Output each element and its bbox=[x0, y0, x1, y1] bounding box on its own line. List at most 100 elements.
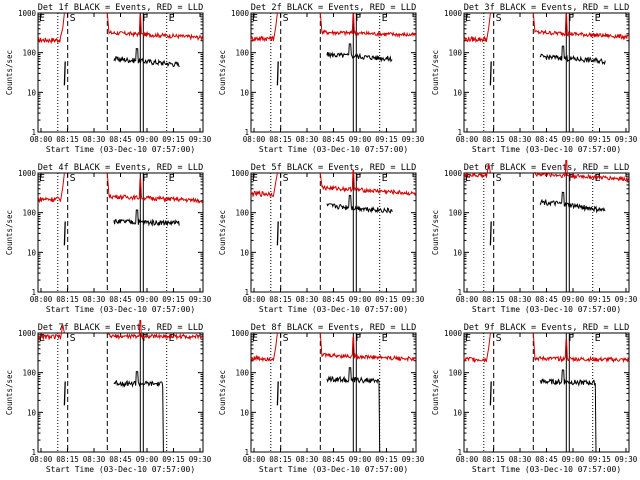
marker-label: E bbox=[169, 173, 175, 184]
chart-panel-6: Det 6f BLACK = Events, RED = LLD 1 10 100 10… bbox=[431, 160, 638, 314]
x-tick-label: 09:30 bbox=[189, 135, 212, 144]
y-tick-label: 1000 bbox=[18, 329, 37, 338]
x-tick-label: 09:15 bbox=[375, 135, 398, 144]
x-tick-label: 08:15 bbox=[56, 135, 79, 144]
x-tick-label: 08:30 bbox=[509, 455, 532, 464]
y-tick-label: 10 bbox=[27, 248, 37, 257]
plot-frame bbox=[463, 12, 630, 133]
marker-label: E bbox=[465, 173, 471, 184]
marker-label: S bbox=[70, 173, 76, 184]
x-tick-label: 08:30 bbox=[509, 295, 532, 304]
plot-frame bbox=[37, 12, 204, 133]
x-axis-label: Start Time (03-Dec-10 07:57:00) bbox=[259, 465, 408, 474]
y-tick-label: 1000 bbox=[444, 169, 463, 178]
x-tick-label: 08:30 bbox=[296, 135, 319, 144]
x-tick-label: 08:30 bbox=[509, 135, 532, 144]
x-tick-label: 09:30 bbox=[402, 455, 425, 464]
y-axis-label: Counts/sec bbox=[5, 210, 14, 255]
marker-label: F bbox=[142, 173, 148, 184]
events-spike bbox=[276, 61, 279, 86]
events-series-line bbox=[539, 369, 597, 453]
marker-label: S bbox=[283, 173, 289, 184]
y-tick-label: 1000 bbox=[18, 9, 37, 18]
lld-series-line bbox=[319, 12, 417, 39]
x-tick-label: 08:45 bbox=[322, 135, 345, 144]
chart-panel-9: Det 9f BLACK = Events, RED = LLD 1 10 100 10… bbox=[431, 323, 638, 474]
marker-label: E bbox=[252, 333, 258, 344]
x-tick-label: 08:00 bbox=[30, 135, 53, 144]
lld-series-line bbox=[532, 332, 630, 364]
chart-title: Det 9f BLACK = Events, RED = LLD bbox=[464, 323, 630, 333]
plot-frame bbox=[463, 172, 630, 293]
y-tick-label: 1 bbox=[457, 288, 462, 297]
x-axis-label: Start Time (03-Dec-10 07:57:00) bbox=[46, 305, 195, 314]
y-tick-label: 1 bbox=[31, 128, 36, 137]
chart-panel-2: Det 2f BLACK = Events, RED = LLD 1 10 100 10… bbox=[218, 3, 425, 154]
lld-series-line bbox=[250, 332, 278, 363]
chart-title: Det 7f BLACK = Events, RED = LLD bbox=[38, 323, 204, 333]
y-tick-label: 10 bbox=[27, 88, 37, 97]
x-tick-label: 08:00 bbox=[456, 455, 479, 464]
y-tick-label: 1000 bbox=[231, 9, 250, 18]
lld-series-line bbox=[250, 172, 278, 198]
x-tick-label: 08:00 bbox=[243, 295, 266, 304]
y-axis-label: Counts/sec bbox=[5, 50, 14, 95]
marker-label: F bbox=[142, 333, 148, 344]
x-tick-label: 09:30 bbox=[615, 135, 638, 144]
chart-title: Det 2f BLACK = Events, RED = LLD bbox=[251, 3, 417, 13]
x-tick-label: 09:30 bbox=[615, 455, 638, 464]
y-tick-label: 1 bbox=[31, 448, 36, 457]
marker-label: E bbox=[465, 13, 471, 24]
x-axis-label: Start Time (03-Dec-10 07:57:00) bbox=[472, 145, 621, 154]
x-tick-label: 09:15 bbox=[375, 455, 398, 464]
y-tick-label: 100 bbox=[22, 209, 36, 218]
chart-panel-7: Det 7f BLACK = Events, RED = LLD 1 10 100 10… bbox=[5, 320, 212, 474]
marker-label: F bbox=[355, 173, 361, 184]
lld-series-line bbox=[37, 12, 65, 45]
marker-label: S bbox=[496, 173, 502, 184]
x-tick-label: 08:30 bbox=[83, 135, 106, 144]
x-tick-label: 08:30 bbox=[296, 295, 319, 304]
x-tick-label: 08:00 bbox=[30, 295, 53, 304]
events-series-line bbox=[113, 209, 180, 227]
lld-series-line bbox=[106, 12, 204, 42]
y-tick-label: 1000 bbox=[444, 9, 463, 18]
y-axis-label: Counts/sec bbox=[218, 50, 227, 95]
x-tick-label: 09:00 bbox=[349, 455, 372, 464]
marker-label: F bbox=[355, 333, 361, 344]
x-tick-label: 08:45 bbox=[535, 455, 558, 464]
lld-series-line bbox=[106, 172, 204, 205]
x-tick-label: 08:15 bbox=[269, 295, 292, 304]
lld-series-line bbox=[37, 172, 65, 204]
marker-label: E bbox=[169, 13, 175, 24]
marker-label: S bbox=[496, 13, 502, 24]
lld-series-line bbox=[37, 324, 65, 342]
y-tick-label: 100 bbox=[448, 369, 462, 378]
chart-panel-3: Det 3f BLACK = Events, RED = LLD 1 10 100 10… bbox=[431, 3, 638, 154]
marker-label: S bbox=[283, 333, 289, 344]
lld-series-line bbox=[463, 332, 491, 363]
y-tick-label: 100 bbox=[235, 49, 249, 58]
x-tick-label: 08:45 bbox=[322, 455, 345, 464]
marker-label: F bbox=[568, 173, 574, 184]
y-tick-label: 1 bbox=[457, 448, 462, 457]
x-axis-label: Start Time (03-Dec-10 07:57:00) bbox=[472, 465, 621, 474]
x-tick-label: 09:00 bbox=[562, 135, 585, 144]
x-tick-label: 09:30 bbox=[402, 295, 425, 304]
lld-series-line bbox=[106, 320, 203, 341]
x-tick-label: 09:30 bbox=[402, 135, 425, 144]
x-tick-label: 08:15 bbox=[56, 455, 79, 464]
chart-panel-1: Det 1f BLACK = Events, RED = LLD 1 10 100 10… bbox=[5, 3, 212, 154]
chart-title: Det 3f BLACK = Events, RED = LLD bbox=[464, 3, 630, 13]
marker-label: S bbox=[70, 13, 76, 24]
y-tick-label: 10 bbox=[240, 88, 250, 97]
y-tick-label: 100 bbox=[22, 369, 36, 378]
y-tick-label: 1 bbox=[244, 448, 249, 457]
y-tick-label: 10 bbox=[453, 408, 463, 417]
y-tick-label: 100 bbox=[235, 369, 249, 378]
marker-label: E bbox=[169, 333, 175, 344]
x-tick-label: 09:00 bbox=[562, 455, 585, 464]
x-tick-label: 08:45 bbox=[535, 135, 558, 144]
y-tick-label: 100 bbox=[448, 209, 462, 218]
